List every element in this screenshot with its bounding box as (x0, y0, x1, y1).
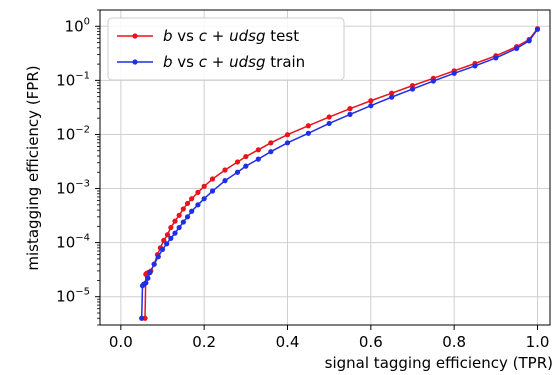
data-point (195, 202, 201, 208)
y-tick-label: 10−1 (56, 70, 90, 89)
x-tick-label: 0.8 (442, 333, 466, 351)
data-point (176, 212, 182, 218)
data-point (493, 55, 499, 61)
data-point (347, 106, 353, 112)
data-point (201, 196, 207, 202)
data-point (234, 159, 241, 165)
y-tick-label: 100 (65, 16, 90, 35)
x-axis-label: signal tagging efficiency (TPR) (325, 354, 553, 372)
legend-marker-train (132, 59, 138, 65)
data-point (472, 63, 478, 69)
data-point (176, 224, 182, 231)
y-axis-label: mistagging efficiency (FPR) (24, 65, 42, 270)
data-point (389, 90, 395, 96)
data-point (172, 230, 178, 236)
data-point (430, 78, 436, 84)
data-point (209, 188, 216, 194)
data-point (222, 167, 228, 173)
data-point (147, 269, 153, 276)
data-point (243, 163, 249, 169)
x-tick-label: 0.0 (109, 333, 133, 351)
data-point (151, 261, 157, 267)
data-point (161, 237, 167, 243)
ticks: 0.0 0.2 0.4 0.6 0.8 1.0 10−5 10−4 10−3 10−2 10−1 10… (56, 9, 550, 351)
series-layer (139, 26, 541, 321)
y-tick-label: 10−2 (56, 124, 90, 143)
data-point (164, 241, 170, 247)
plot-frame (99, 9, 551, 326)
data-point (326, 120, 332, 127)
data-point (389, 94, 395, 100)
data-point (189, 208, 195, 214)
data-point (526, 38, 532, 44)
data-point (143, 280, 149, 286)
y-tick-label: 10−3 (56, 179, 90, 198)
data-point (184, 200, 191, 207)
data-point (409, 86, 416, 92)
data-point (268, 140, 274, 146)
data-point (284, 140, 291, 146)
data-point (201, 183, 207, 189)
data-point (180, 206, 186, 212)
data-point (305, 130, 311, 136)
data-point (164, 232, 171, 238)
legend-marker-test (132, 33, 138, 39)
legend-label-test: b vs c + udsg test (163, 27, 299, 45)
data-point (195, 189, 201, 195)
data-point (368, 98, 374, 104)
data-point (209, 176, 216, 182)
x-tick-label: 0.6 (359, 333, 383, 351)
legend-box (107, 17, 345, 81)
data-point (255, 147, 261, 153)
data-point (534, 26, 541, 32)
data-point (514, 45, 520, 52)
data-point (255, 156, 261, 162)
y-tick-label: 10−5 (56, 287, 90, 306)
data-point (284, 132, 291, 138)
data-point (155, 254, 161, 260)
data-point (347, 111, 353, 117)
data-point (139, 315, 145, 321)
data-point (268, 149, 274, 155)
y-tick-label: 10−4 (56, 233, 90, 252)
data-point (222, 178, 228, 184)
data-point (326, 114, 332, 120)
data-point (168, 224, 174, 231)
data-point (451, 70, 457, 76)
data-point (243, 153, 249, 160)
x-tick-label: 0.2 (192, 333, 216, 351)
legend-label-train: b vs c + udsg train (163, 53, 305, 71)
legend: b vs c + udsg test b vs c + udsg train (107, 17, 345, 81)
data-point (189, 196, 195, 202)
data-point (159, 246, 166, 252)
x-tick-label: 1.0 (526, 333, 550, 351)
data-point (368, 103, 374, 109)
data-point (145, 275, 151, 281)
data-point (234, 169, 241, 175)
data-point (172, 218, 178, 224)
x-tick-label: 0.4 (276, 333, 300, 351)
data-point (184, 214, 191, 220)
data-point (180, 219, 186, 225)
data-point (305, 123, 311, 129)
data-point (168, 235, 174, 241)
